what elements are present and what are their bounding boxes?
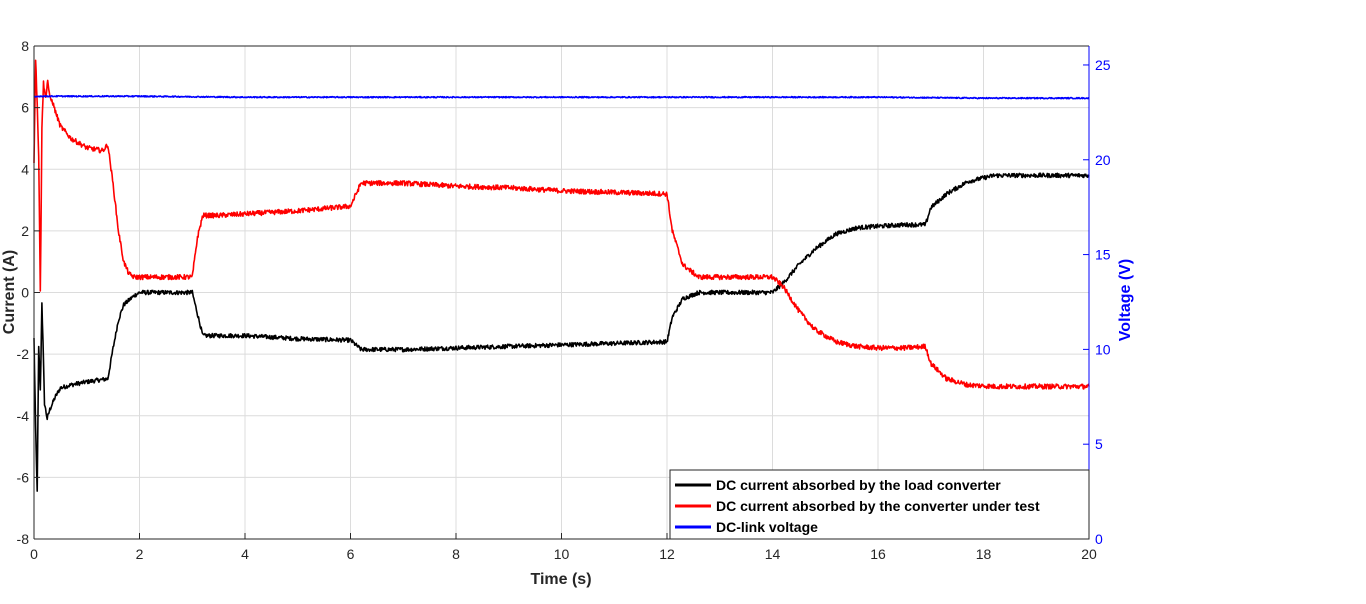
y2-tick-label: 5 xyxy=(1095,436,1103,452)
series-test-line xyxy=(33,59,1090,390)
y-tick-label: -4 xyxy=(17,408,30,424)
x-tick-label: 4 xyxy=(241,546,249,562)
legend-label-test: DC current absorbed by the converter und… xyxy=(716,498,1040,514)
legend-label-load: DC current absorbed by the load converte… xyxy=(716,477,1001,493)
x-tick-label: 14 xyxy=(765,546,781,562)
x-tick-label: 16 xyxy=(870,546,886,562)
y-tick-label: -8 xyxy=(17,531,30,547)
y-tick-label: -2 xyxy=(17,346,30,362)
y2-axis-label: Voltage (V) xyxy=(1117,259,1134,341)
series-group xyxy=(33,59,1090,492)
x-axis-label: Time (s) xyxy=(530,571,591,588)
legend: DC current absorbed by the load converte… xyxy=(669,469,1090,540)
x-tick-label: 2 xyxy=(136,546,144,562)
series-load-line xyxy=(33,172,1090,492)
x-tick-label: 18 xyxy=(976,546,992,562)
y2-tick-label: 0 xyxy=(1095,531,1103,547)
x-tick-label: 8 xyxy=(452,546,460,562)
x-tick-label: 12 xyxy=(659,546,675,562)
series-vdc-line xyxy=(33,94,1090,100)
x-tick-label: 0 xyxy=(30,546,38,562)
y-tick-label: -6 xyxy=(17,469,30,485)
y2-tick-label: 20 xyxy=(1095,152,1111,168)
y-tick-label: 8 xyxy=(21,38,29,54)
x-tick-label: 20 xyxy=(1081,546,1097,562)
legend-box xyxy=(669,469,1090,540)
y-tick-label: 2 xyxy=(21,223,29,239)
legend-label-vdc: DC-link voltage xyxy=(716,519,818,535)
y-tick-label: 0 xyxy=(21,285,29,301)
y-tick-label: 4 xyxy=(21,161,29,177)
ticks: 0 2 4 6 8 10 12 14 16 18 20 -8 -6 -4 -2 0 2 4 6 8 0 5 10 15 20 25 xyxy=(17,38,1111,562)
y2-tick-label: 10 xyxy=(1095,341,1111,357)
x-tick-label: 10 xyxy=(554,546,570,562)
y-axis-label: Current (A) xyxy=(1,250,18,334)
x-tick-label: 6 xyxy=(347,546,355,562)
y-tick-label: 6 xyxy=(21,100,29,116)
y2-tick-label: 25 xyxy=(1095,57,1111,73)
y2-tick-label: 15 xyxy=(1095,247,1111,263)
